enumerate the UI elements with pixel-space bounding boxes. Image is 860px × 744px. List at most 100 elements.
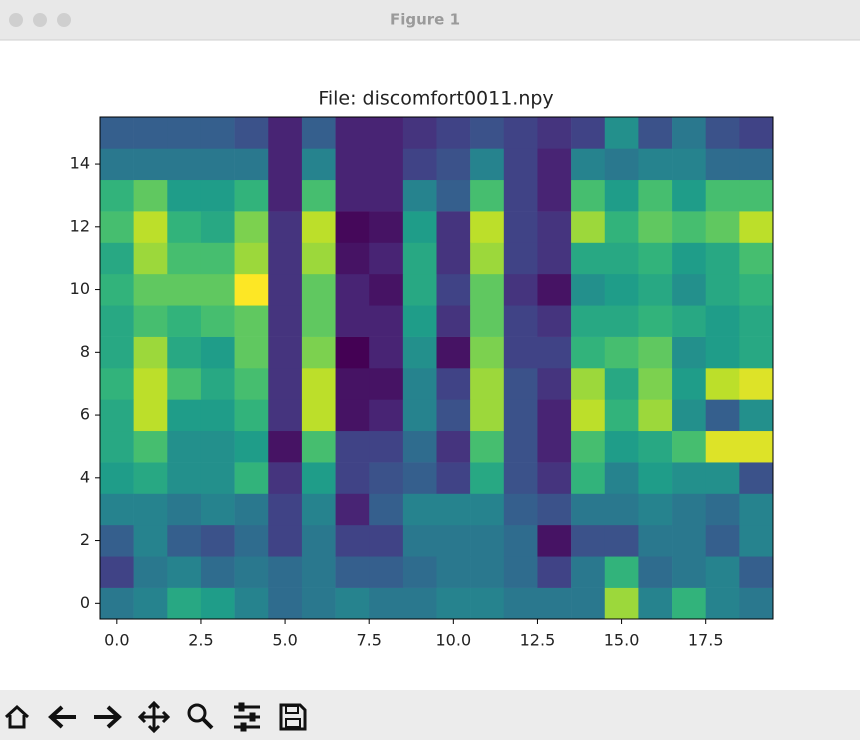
- forward-button[interactable]: [94, 705, 122, 729]
- heatmap-cell: [537, 211, 572, 243]
- configure-button[interactable]: [234, 702, 260, 732]
- zoom-tool-button[interactable]: [187, 703, 214, 730]
- heatmap-cell: [503, 493, 538, 526]
- heatmap-cell: [402, 587, 437, 620]
- heatmap-cell: [200, 556, 235, 588]
- heatmap-cell: [200, 587, 235, 620]
- heatmap-cell: [167, 273, 202, 306]
- heatmap-cell: [369, 368, 404, 400]
- heatmap-cell: [234, 368, 269, 400]
- heatmap-cell: [537, 399, 572, 432]
- heatmap-cell: [301, 524, 336, 557]
- heatmap-cell: [402, 336, 437, 369]
- heatmap-cell: [638, 211, 673, 243]
- y-tick-label: 2: [80, 530, 90, 549]
- heatmap-cell: [301, 462, 336, 494]
- heatmap-cell: [234, 430, 269, 463]
- heatmap-cell: [268, 179, 303, 212]
- heatmap-cell: [268, 524, 303, 557]
- heatmap-cell: [167, 179, 202, 212]
- heatmap-cell: [604, 305, 639, 337]
- heatmap-cell: [739, 305, 774, 337]
- heatmap-cell: [100, 556, 134, 588]
- heatmap-cell: [571, 587, 606, 620]
- heatmap-cell: [133, 305, 168, 337]
- heatmap-cell: [672, 493, 706, 526]
- pan-button[interactable]: [137, 700, 171, 734]
- heatmap-cell: [604, 493, 639, 526]
- heatmap-cell: [571, 117, 606, 149]
- back-button[interactable]: [48, 705, 76, 729]
- heatmap-cell: [234, 305, 269, 337]
- home-button[interactable]: [4, 704, 30, 729]
- heatmap-cell: [503, 556, 538, 588]
- heatmap-cell: [571, 462, 606, 494]
- heatmap-cell: [301, 399, 336, 432]
- heatmap-cell: [571, 493, 606, 526]
- heatmap-cell: [167, 242, 202, 275]
- y-tick-label: 6: [80, 405, 90, 424]
- heatmap-cell: [100, 399, 134, 432]
- heatmap-cell: [369, 556, 404, 588]
- heatmap-cell: [638, 556, 673, 588]
- heatmap-cell: [604, 336, 639, 369]
- heatmap-cell: [672, 117, 706, 149]
- heatmap-cell: [234, 211, 269, 243]
- heatmap-cell: [301, 179, 336, 212]
- heatmap-cell: [369, 336, 404, 369]
- heatmap-cell: [234, 179, 269, 212]
- heatmap-cell: [167, 211, 202, 243]
- heatmap-cell: [638, 462, 673, 494]
- heatmap-cell: [133, 336, 168, 369]
- heatmap-cell: [402, 399, 437, 432]
- heatmap-cell: [571, 242, 606, 275]
- x-tick-label: 5.0: [272, 631, 297, 650]
- heatmap-cell: [200, 493, 235, 526]
- heatmap-cell: [335, 211, 370, 243]
- heatmap-cell: [133, 242, 168, 275]
- heatmap-cell: [604, 148, 639, 181]
- heatmap-cell: [200, 368, 235, 400]
- heatmap-cell: [268, 430, 303, 463]
- heatmap-cell: [739, 336, 774, 369]
- heatmap-cell: [436, 399, 471, 432]
- heatmap-cell: [436, 524, 471, 557]
- heatmap-cell: [402, 556, 437, 588]
- y-tick-label: 4: [80, 467, 90, 486]
- heatmap-cell: [739, 273, 774, 306]
- heatmap-cell: [234, 462, 269, 494]
- heatmap-cell: [268, 211, 303, 243]
- close-button[interactable]: [9, 13, 23, 27]
- heatmap-cell: [200, 430, 235, 463]
- save-button[interactable]: [279, 703, 307, 731]
- heatmap-cell: [369, 524, 404, 557]
- heatmap-cell: [604, 399, 639, 432]
- heatmap-cell: [133, 399, 168, 432]
- heatmap-cell: [335, 273, 370, 306]
- title-bar: [0, 0, 860, 40]
- heatmap-cell: [739, 462, 774, 494]
- heatmap-cell: [436, 148, 471, 181]
- heatmap-cell: [100, 117, 134, 149]
- heatmap-cell: [100, 462, 134, 494]
- zoom-button[interactable]: [57, 13, 71, 27]
- heatmap-cell: [167, 368, 202, 400]
- heatmap-cell: [133, 462, 168, 494]
- heatmap-cell: [705, 368, 740, 400]
- heatmap-cell: [470, 211, 505, 243]
- heatmap-cell: [369, 587, 404, 620]
- heatmap-cell: [100, 524, 134, 557]
- heatmap-cell: [638, 117, 673, 149]
- y-tick-label: 8: [80, 342, 90, 361]
- heatmap-cell: [638, 399, 673, 432]
- heatmap-cell: [268, 336, 303, 369]
- heatmap-cell: [402, 462, 437, 494]
- heatmap-cell: [571, 399, 606, 432]
- heatmap-cell: [335, 242, 370, 275]
- heatmap-cell: [739, 524, 774, 557]
- minimize-button[interactable]: [33, 13, 47, 27]
- heatmap-cell: [537, 148, 572, 181]
- heatmap-cell: [672, 524, 706, 557]
- heatmap-cell: [335, 305, 370, 337]
- heatmap-cell: [436, 179, 471, 212]
